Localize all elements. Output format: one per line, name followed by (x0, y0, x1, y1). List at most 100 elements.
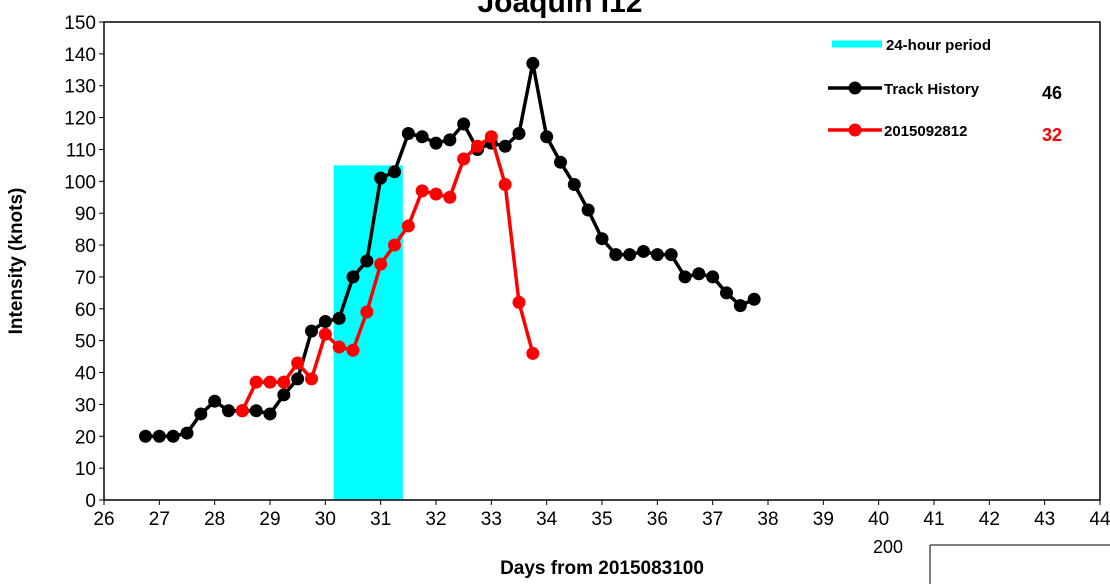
series-line (145, 63, 755, 439)
point (249, 404, 263, 418)
point (360, 305, 374, 319)
x-tick-label: 31 (370, 509, 391, 530)
point (692, 267, 706, 281)
point (360, 254, 374, 268)
x-tick-label: 32 (425, 509, 446, 530)
x-tick-label: 42 (979, 509, 1000, 530)
point (443, 190, 457, 204)
point (720, 286, 733, 300)
point (609, 248, 623, 262)
point (305, 324, 318, 338)
x-tick-label: 40 (868, 509, 889, 530)
point (484, 130, 498, 144)
y-tick-label: 10 (75, 459, 96, 480)
point (429, 187, 443, 201)
y-tick-label: 20 (75, 427, 96, 448)
y-tick-label: 100 (64, 172, 96, 193)
point (457, 152, 471, 166)
annotation: 200 (873, 537, 903, 557)
x-axis-label: Days from 2015083100 (500, 558, 704, 579)
y-axis-label: Intensity (knots) (6, 188, 27, 335)
x-tick-label: 28 (204, 509, 225, 530)
point (277, 375, 291, 389)
point (526, 56, 540, 70)
point (429, 136, 443, 150)
y-tick-label: 120 (64, 109, 96, 130)
point (222, 404, 235, 418)
chart-title: Joaquin I12 (477, 0, 642, 19)
x-tick-label: 41 (923, 509, 944, 530)
point (332, 311, 346, 325)
point (526, 346, 540, 360)
x-tick-label: 43 (1034, 509, 1055, 530)
point (166, 429, 180, 443)
y-tick-label: 60 (75, 300, 96, 321)
point (263, 407, 277, 421)
point (512, 127, 526, 141)
legend-label: 2015092812 (884, 123, 967, 140)
legend-count: 32 (1042, 125, 1062, 145)
point (498, 139, 512, 153)
point (401, 219, 415, 233)
point (637, 244, 650, 258)
point (540, 130, 554, 144)
point (623, 248, 637, 262)
point (346, 270, 360, 284)
point (318, 327, 332, 341)
point (263, 375, 277, 389)
point (650, 248, 664, 262)
point (194, 407, 208, 421)
point (595, 232, 609, 246)
point (733, 299, 747, 313)
y-tick-label: 0 (85, 491, 96, 512)
point (249, 375, 263, 389)
point (498, 178, 512, 192)
y-tick-label: 70 (75, 268, 96, 289)
y-tick-label: 80 (75, 236, 96, 257)
point (581, 203, 595, 217)
point (388, 238, 401, 252)
point (443, 133, 457, 147)
point (332, 340, 346, 354)
x-tick-label: 29 (259, 509, 280, 530)
point (747, 292, 761, 306)
x-tick-label: 30 (315, 509, 336, 530)
x-tick-label: 38 (757, 509, 778, 530)
period-bar (333, 165, 403, 500)
legend-count: 46 (1042, 83, 1062, 103)
point (415, 184, 429, 198)
point (415, 130, 429, 144)
point (152, 429, 166, 443)
y-tick-label: 110 (66, 140, 96, 161)
point (139, 429, 152, 443)
legend-label: 24-hour period (886, 37, 991, 54)
x-tick-label: 34 (536, 509, 558, 530)
x-tick-label: 36 (647, 509, 668, 530)
y-tick-label: 90 (75, 204, 96, 225)
x-tick-label: 27 (149, 509, 170, 530)
y-tick-label: 140 (64, 45, 96, 66)
legend-marker (848, 123, 862, 137)
point (374, 257, 388, 271)
point (291, 372, 305, 386)
point (180, 426, 194, 440)
y-tick-label: 50 (75, 332, 96, 353)
x-tick-label: 33 (481, 509, 502, 530)
point (512, 295, 526, 309)
point (706, 270, 720, 284)
y-tick-label: 130 (64, 77, 96, 98)
y-tick-label: 40 (75, 364, 96, 385)
x-tick-label: 37 (702, 509, 723, 530)
point (471, 139, 484, 153)
x-tick-label: 35 (591, 509, 612, 530)
point (318, 315, 332, 329)
point (305, 372, 318, 386)
point (554, 155, 567, 169)
point (374, 171, 388, 185)
point (664, 248, 678, 262)
point (277, 388, 291, 402)
x-tick-label: 39 (813, 509, 834, 530)
series-line (240, 133, 535, 412)
point (235, 404, 249, 418)
